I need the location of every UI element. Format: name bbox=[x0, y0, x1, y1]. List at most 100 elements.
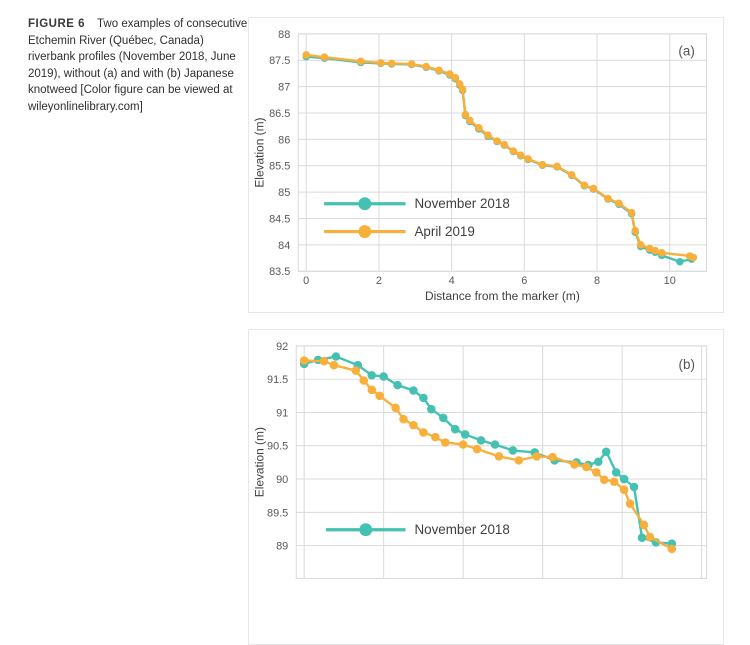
data-point bbox=[476, 436, 486, 445]
data-point bbox=[532, 452, 541, 461]
data-point bbox=[637, 533, 647, 542]
data-point bbox=[599, 475, 609, 485]
data-point bbox=[645, 532, 655, 542]
data-point bbox=[609, 477, 619, 487]
series-april-2019 bbox=[302, 51, 698, 262]
data-point bbox=[594, 457, 603, 467]
data-point bbox=[356, 57, 365, 66]
data-point bbox=[375, 391, 384, 401]
panel-label: (b) bbox=[679, 357, 695, 372]
y-tick-label: 86.5 bbox=[269, 108, 290, 120]
data-point bbox=[367, 370, 377, 380]
data-point bbox=[376, 59, 385, 67]
legend-marker bbox=[359, 523, 373, 537]
y-tick-label: 84.5 bbox=[269, 213, 290, 225]
legend: November 2018 bbox=[326, 522, 510, 537]
y-tick-label: 90.5 bbox=[267, 441, 288, 453]
chart-b: 92 91.5 91 90.5 90 89.5 89 Elevation (m) (b) Nove… bbox=[252, 341, 708, 579]
data-point bbox=[419, 393, 428, 403]
data-point bbox=[611, 468, 621, 477]
data-point bbox=[619, 474, 629, 484]
data-point bbox=[391, 403, 400, 413]
y-tick-label: 87.5 bbox=[269, 55, 290, 67]
data-point bbox=[484, 131, 492, 139]
legend: November 2018 April 2019 bbox=[324, 196, 510, 239]
data-point bbox=[320, 53, 329, 61]
data-point bbox=[446, 70, 454, 78]
y-tick-label: 90 bbox=[276, 474, 288, 486]
figure-caption: FIGURE 6 Two examples of consecutive Etch… bbox=[28, 16, 250, 115]
legend-marker bbox=[358, 197, 372, 211]
axis-tick-labels: 92 91.5 91 90.5 90 89.5 89 bbox=[267, 341, 288, 553]
data-point bbox=[409, 420, 418, 430]
y-tick-label: 87 bbox=[278, 82, 290, 94]
x-axis-title: Distance from the marker (m) bbox=[425, 289, 580, 303]
y-tick-label: 91.5 bbox=[267, 374, 288, 386]
y-tick-label: 85.5 bbox=[269, 161, 290, 173]
data-point bbox=[500, 140, 509, 149]
data-point bbox=[548, 452, 557, 462]
data-point bbox=[302, 51, 310, 59]
chart-panel-a: 88 87.5 87 86.5 86 85.5 85 84.5 84 83.5 0 2 4 6 8 10 Dis… bbox=[248, 17, 724, 313]
data-point bbox=[619, 485, 629, 494]
data-point bbox=[625, 499, 635, 508]
data-point bbox=[514, 456, 524, 465]
y-tick-label: 88 bbox=[278, 29, 290, 41]
gridlines bbox=[297, 33, 707, 272]
y-tick-label: 91 bbox=[276, 407, 288, 419]
y-axis-title: Elevation (m) bbox=[253, 117, 267, 187]
series-november-2018-line bbox=[303, 355, 672, 545]
data-point bbox=[657, 249, 666, 257]
data-point bbox=[472, 444, 482, 454]
data-point bbox=[458, 85, 467, 94]
x-tick-label: 8 bbox=[594, 275, 600, 287]
legend-label: November 2018 bbox=[414, 522, 509, 537]
x-tick-label: 10 bbox=[664, 275, 676, 287]
x-tick-label: 6 bbox=[521, 275, 527, 287]
data-point bbox=[516, 151, 525, 159]
data-point bbox=[331, 352, 341, 361]
data-point bbox=[553, 162, 561, 171]
data-point bbox=[490, 440, 500, 449]
data-point bbox=[639, 520, 649, 530]
data-point bbox=[460, 430, 470, 439]
data-point bbox=[538, 160, 547, 169]
data-point bbox=[570, 460, 579, 469]
data-point bbox=[601, 447, 611, 456]
y-tick-label: 89 bbox=[276, 541, 288, 553]
data-point bbox=[493, 137, 501, 145]
y-tick-label: 89.5 bbox=[267, 507, 288, 519]
legend-marker bbox=[358, 225, 372, 239]
chart-panel-b: 92 91.5 91 90.5 90 89.5 89 Elevation (m) (b) Nove… bbox=[248, 329, 724, 645]
data-point bbox=[461, 110, 470, 119]
data-point bbox=[299, 356, 309, 365]
data-point bbox=[604, 194, 612, 203]
x-tick-label: 4 bbox=[449, 275, 455, 287]
data-point bbox=[475, 123, 483, 132]
series-april-2019 bbox=[299, 356, 677, 554]
gridlines bbox=[295, 345, 708, 579]
data-point bbox=[393, 380, 402, 390]
data-point bbox=[466, 116, 474, 125]
data-point bbox=[359, 376, 369, 385]
data-point bbox=[582, 462, 591, 472]
axis-tick-labels: 88 87.5 87 86.5 86 85.5 85 84.5 84 83.5 0 2 4 6 8 10 bbox=[269, 29, 676, 287]
series-november-2018 bbox=[299, 352, 677, 548]
data-point bbox=[589, 184, 598, 193]
data-point bbox=[580, 181, 589, 190]
data-point bbox=[651, 246, 660, 255]
data-point bbox=[431, 432, 440, 442]
data-point bbox=[422, 62, 430, 71]
data-point bbox=[399, 414, 408, 424]
figure-caption-label: FIGURE 6 bbox=[28, 18, 86, 30]
data-point bbox=[427, 404, 436, 414]
data-point bbox=[440, 438, 450, 447]
data-point bbox=[627, 208, 636, 217]
data-point bbox=[508, 446, 518, 455]
data-point bbox=[524, 155, 532, 163]
chart-a: 88 87.5 87 86.5 86 85.5 85 84.5 84 83.5 0 2 4 6 8 10 Dis… bbox=[253, 29, 707, 303]
legend-label: April 2019 bbox=[414, 224, 474, 239]
data-point bbox=[458, 440, 468, 449]
data-point bbox=[592, 468, 601, 477]
data-point bbox=[689, 253, 698, 262]
